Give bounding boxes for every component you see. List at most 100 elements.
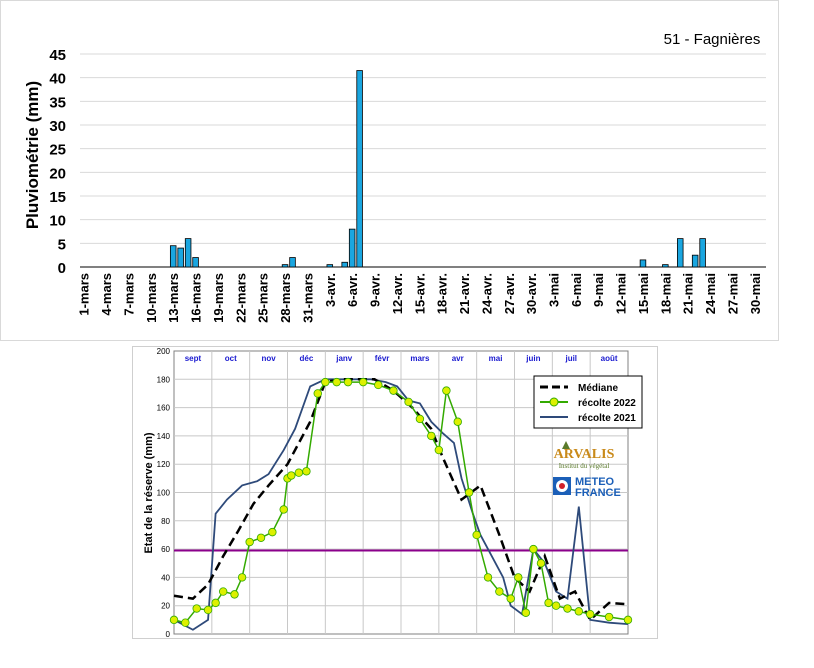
- series-line-median: [173, 378, 629, 622]
- rainfall-x-tick-label: 12-mai: [614, 273, 629, 314]
- series-point-2022: [483, 573, 493, 582]
- rainfall-x-tick-label: 13-mars: [166, 273, 181, 323]
- series-point-2022: [313, 389, 322, 398]
- series-point-2022: [332, 377, 341, 387]
- series-point-2022: [404, 397, 413, 407]
- reserve-y-tick-label: 20: [161, 602, 170, 611]
- series-point-2022: [256, 533, 266, 542]
- legend-label-2021: récolte 2021: [578, 413, 636, 424]
- series-point-2022: [442, 386, 451, 395]
- reserve-month-label: avr: [452, 354, 464, 363]
- arvalis-logo: ARVALIS Institut du végétal: [554, 441, 615, 470]
- series-point-2022: [230, 590, 239, 599]
- rainfall-bar: [326, 264, 334, 268]
- series-point-2022: [268, 527, 277, 537]
- rainfall-x-tick-label: 25-mars: [256, 273, 271, 323]
- rainfall-bar: [184, 238, 192, 268]
- series-point-2022: [472, 530, 481, 540]
- rainfall-bar: [341, 261, 348, 268]
- reserve-y-tick-label: 200: [157, 347, 171, 356]
- series-point-2022: [203, 605, 213, 615]
- reserve-month-label: nov: [261, 354, 276, 363]
- reserve-y-tick-label: 0: [166, 630, 171, 639]
- rainfall-bar: [662, 264, 669, 268]
- rainfall-bar: [677, 238, 684, 268]
- meteo-france-logo-line1: METEO: [575, 476, 615, 488]
- rainfall-x-tick-label: 24-avr.: [479, 273, 494, 314]
- rainfall-y-tick-label: 5: [58, 236, 66, 253]
- series-point-2022: [358, 377, 368, 387]
- rainfall-y-tick-label: 45: [49, 47, 66, 64]
- legend-label-2022: récolte 2022: [578, 398, 636, 409]
- rainfall-chart-frame: [0, 0, 779, 341]
- rainfall-y-axis-label: Pluviométrie (mm): [23, 81, 42, 229]
- reserve-y-axis-label: Etat de la réserve (mm): [143, 432, 155, 553]
- reserve-month-label: juil: [564, 354, 577, 363]
- series-point-2022: [521, 608, 531, 617]
- reserve-month-label: juin: [525, 354, 540, 363]
- arvalis-logo-text: ARVALIS: [554, 447, 615, 462]
- rainfall-x-tick-label: 9-mai: [591, 273, 606, 307]
- rainfall-x-tick-label: 16-mars: [189, 273, 204, 323]
- series-point-2022: [453, 417, 462, 426]
- reserve-month-label: janv: [335, 354, 353, 363]
- series-point-2022: [514, 573, 523, 582]
- series-point-2022: [427, 431, 436, 441]
- rainfall-bar: [699, 238, 706, 268]
- rainfall-x-tick-label: 4-mars: [99, 273, 114, 316]
- reserve-y-ticks: 0 20 40 60 80 100 120 140 160 180 200: [157, 347, 171, 639]
- series-point-2022: [585, 609, 595, 619]
- series-point-2022: [464, 488, 474, 497]
- reserve-month-label: mars: [410, 354, 430, 363]
- rainfall-bar: [348, 228, 356, 268]
- reserve-y-tick-label: 140: [157, 432, 171, 441]
- rainfall-x-tick-label: 27-avr.: [502, 273, 517, 314]
- rainfall-bars: [169, 70, 706, 268]
- reserve-month-labels: sept oct nov déc janv févr mars avr mai juin juil a…: [185, 354, 618, 363]
- rainfall-x-tick-label: 6-mai: [569, 273, 584, 307]
- series-point-2022: [302, 467, 311, 476]
- rainfall-y-tick-label: 35: [49, 94, 66, 111]
- rainfall-x-tick-label: 10-mars: [144, 273, 159, 323]
- series-point-2022: [245, 537, 254, 547]
- reserve-y-tick-label: 120: [157, 460, 171, 469]
- series-point-2022: [506, 594, 515, 603]
- rainfall-chart: 0 5 10 15 20 25 30 35 40 45 1-mars 4-mars 7-mars 10-…: [0, 0, 779, 341]
- series-point-2022: [574, 607, 584, 616]
- meteo-france-logo: METEO FRANCE: [553, 476, 621, 499]
- reserve-month-label: mai: [489, 354, 503, 363]
- rainfall-x-tick-label: 18-mai: [658, 273, 673, 314]
- rainfall-bar: [691, 254, 699, 268]
- reserve-month-label: août: [601, 354, 618, 363]
- rainfall-bar: [289, 257, 296, 268]
- reserve-y-tick-label: 40: [161, 573, 170, 582]
- series-point-2022: [287, 471, 296, 480]
- rainfall-x-tick-label: 21-mai: [681, 273, 696, 314]
- reserve-legend: Médiane récolte 2022 récolte 2021: [533, 375, 643, 429]
- reserve-y-tick-label: 160: [157, 404, 171, 413]
- reserve-y-tick-label: 60: [161, 545, 170, 554]
- rainfall-chart-title: 51 - Fagnières: [664, 31, 761, 48]
- reserve-y-tick-label: 80: [161, 517, 170, 526]
- rainfall-x-tick-label: 19-mars: [211, 273, 226, 323]
- rainfall-y-tick-label: 20: [49, 165, 66, 182]
- reserve-month-label: déc: [300, 354, 314, 363]
- series-point-2022: [294, 468, 304, 477]
- rainfall-x-tick-label: 3-mai: [546, 273, 561, 307]
- rainfall-y-tick-label: 0: [58, 260, 66, 277]
- rainfall-bar: [169, 245, 177, 268]
- rainfall-bar: [639, 259, 647, 268]
- rainfall-y-tick-label: 15: [49, 189, 66, 206]
- series-point-2022: [389, 386, 398, 395]
- series-point-2022: [321, 377, 330, 387]
- reserve-y-tick-label: 180: [157, 375, 171, 384]
- series-point-2022: [604, 612, 614, 622]
- reserve-y-tick-label: 100: [157, 489, 171, 498]
- rainfall-x-tick-label: 22-mars: [233, 273, 248, 323]
- reserve-series: [169, 377, 633, 631]
- rainfall-bar: [356, 70, 363, 268]
- rainfall-x-ticks: 1-mars 4-mars 7-mars 10-mars 13-mars 16-mars 1…: [77, 273, 763, 323]
- series-point-2022: [237, 573, 247, 582]
- rainfall-x-tick-label: 24-mai: [703, 273, 718, 314]
